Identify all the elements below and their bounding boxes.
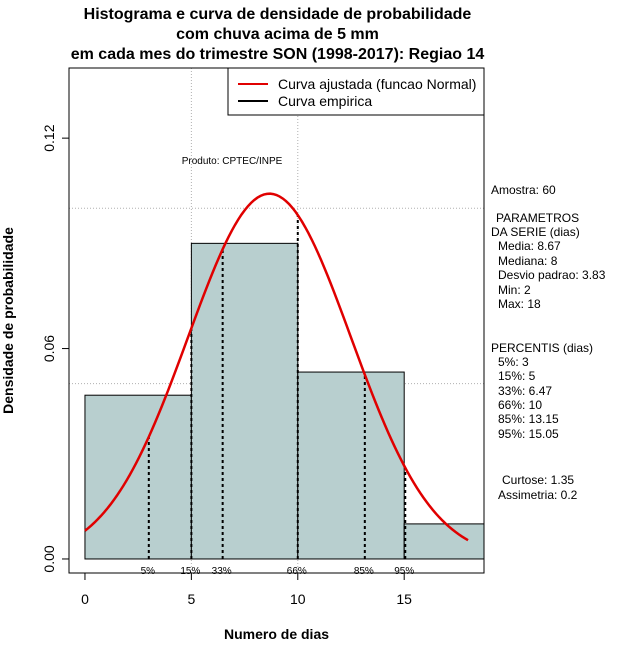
stat-desvio: Desvio padrao: 3.83 xyxy=(498,268,606,282)
normal-fit-curve xyxy=(84,192,469,542)
legend-box xyxy=(227,67,485,116)
histogram-bar-1 xyxy=(190,242,299,560)
chart-title-line-1: Histograma e curva de densidade de proba… xyxy=(83,6,472,23)
percentile-label-1: 15% xyxy=(180,566,200,577)
chart-title-line-2: com chuva acima de 5 mm xyxy=(176,26,379,43)
stat-perc-5: 5%: 3 xyxy=(498,355,529,369)
x-tick-label-2: 10 xyxy=(290,591,306,607)
x-axis-title: Numero de dias xyxy=(224,626,329,642)
y-tick-label-1: 0.06 xyxy=(41,335,57,362)
x-tick-label-0: 0 xyxy=(81,591,89,607)
stat-max: Max: 18 xyxy=(498,297,541,311)
stat-min: Min: 2 xyxy=(498,283,531,297)
x-tick-label-1: 5 xyxy=(187,591,195,607)
histogram-bar-0 xyxy=(84,394,192,560)
stat-perc-85: 85%: 13.15 xyxy=(498,412,559,426)
stat-perc-33: 33%: 6.47 xyxy=(498,384,553,398)
stat-perc-66: 66%: 10 xyxy=(498,398,543,412)
product-annotation: Produto: CPTEC/INPE xyxy=(182,156,283,167)
y-axis-title: Densidade de probabilidade xyxy=(0,227,16,414)
y-tick-label-2: 0.12 xyxy=(41,124,57,151)
stat-curtose: Curtose: 1.35 xyxy=(502,473,575,487)
chart-title-line-3: em cada mes do trimestre SON (1998-2017)… xyxy=(70,46,485,63)
legend-label-0: Curva ajustada (funcao Normal) xyxy=(278,76,476,92)
stat-assimetria: Assimetria: 0.2 xyxy=(498,488,578,502)
stat-perc-95: 95%: 15.05 xyxy=(498,427,559,441)
y-tick-label-0: 0.00 xyxy=(41,545,57,572)
x-tick-label-3: 15 xyxy=(396,591,412,607)
histogram-bar-2 xyxy=(297,371,405,560)
legend-label-1: Curva empirica xyxy=(278,93,372,109)
stat-media: Media: 8.67 xyxy=(498,239,561,253)
stat-perc-15: 15%: 5 xyxy=(498,369,536,383)
stat-perc-header: PERCENTIS (dias) xyxy=(491,341,594,355)
histogram-bar-3 xyxy=(403,523,485,560)
percentile-label-0: 5% xyxy=(141,566,156,577)
stat-param-header-1: PARAMETROS xyxy=(496,211,580,225)
percentile-label-2: 33% xyxy=(212,566,232,577)
percentile-label-4: 85% xyxy=(354,566,374,577)
percentile-label-3: 66% xyxy=(287,566,307,577)
percentile-label-5: 95% xyxy=(394,566,414,577)
stat-amostra: Amostra: 60 xyxy=(491,183,556,197)
stat-mediana: Mediana: 8 xyxy=(498,254,558,268)
stat-param-header-2: DA SERIE (dias) xyxy=(491,225,580,239)
